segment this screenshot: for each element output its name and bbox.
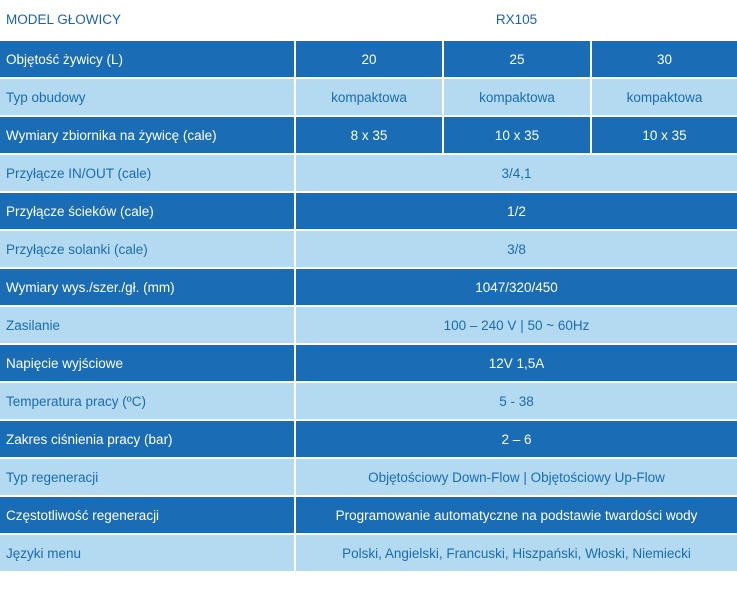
row-value: 2 – 6 bbox=[295, 420, 737, 459]
row-label: Częstotliwość regeneracji bbox=[0, 496, 296, 535]
header-model: RX105 bbox=[295, 0, 737, 41]
table-row: Typ obudowy kompaktowa kompaktowa kompak… bbox=[0, 78, 737, 117]
table-header-row: MODEL GŁOWICY RX105 bbox=[0, 0, 737, 41]
row-value: 3/4,1 bbox=[295, 154, 737, 193]
table-row: Wymiary zbiornika na żywicę (cale) 8 x 3… bbox=[0, 116, 737, 155]
row-value: Polski, Angielski, Francuski, Hiszpański… bbox=[295, 534, 737, 573]
row-value: 1/2 bbox=[295, 192, 737, 231]
row-label: Przyłącze IN/OUT (cale) bbox=[0, 154, 296, 193]
table-row: Napięcie wyjściowe 12V 1,5A bbox=[0, 344, 737, 383]
row-value: 1047/320/450 bbox=[295, 268, 737, 307]
spec-table: MODEL GŁOWICY RX105 Objętość żywicy (L) … bbox=[0, 0, 737, 573]
table-row: Temperatura pracy (ºC) 5 - 38 bbox=[0, 382, 737, 421]
row-value: 100 – 240 V | 50 ~ 60Hz bbox=[295, 306, 737, 345]
row-label: Zakres ciśnienia pracy (bar) bbox=[0, 420, 296, 459]
row-value: kompaktowa bbox=[591, 78, 737, 117]
row-value: Programowanie automatyczne na podstawie … bbox=[295, 496, 737, 535]
table-row: Typ regeneracji Objętościowy Down-Flow |… bbox=[0, 458, 737, 497]
row-value: 10 x 35 bbox=[443, 116, 592, 155]
table-row: Wymiary wys./szer./gł. (mm) 1047/320/450 bbox=[0, 268, 737, 307]
row-value: Objętościowy Down-Flow | Objętościowy Up… bbox=[295, 458, 737, 497]
row-value: 3/8 bbox=[295, 230, 737, 269]
row-value: kompaktowa bbox=[295, 78, 444, 117]
row-label: Wymiary zbiornika na żywicę (cale) bbox=[0, 116, 296, 155]
table-row: Zasilanie 100 – 240 V | 50 ~ 60Hz bbox=[0, 306, 737, 345]
table-row: Zakres ciśnienia pracy (bar) 2 – 6 bbox=[0, 420, 737, 459]
table-row: Objętość żywicy (L) 20 25 30 bbox=[0, 40, 737, 79]
row-label: Objętość żywicy (L) bbox=[0, 40, 296, 79]
row-label: Wymiary wys./szer./gł. (mm) bbox=[0, 268, 296, 307]
row-label: Przyłącze ścieków (cale) bbox=[0, 192, 296, 231]
row-value: 12V 1,5A bbox=[295, 344, 737, 383]
row-value: 20 bbox=[295, 40, 444, 79]
row-value: 5 - 38 bbox=[295, 382, 737, 421]
table-row: Przyłącze solanki (cale) 3/8 bbox=[0, 230, 737, 269]
row-label: Zasilanie bbox=[0, 306, 296, 345]
table-row: Języki menu Polski, Angielski, Francuski… bbox=[0, 534, 737, 573]
row-label: Temperatura pracy (ºC) bbox=[0, 382, 296, 421]
row-label: Typ obudowy bbox=[0, 78, 296, 117]
table-row: Przyłącze IN/OUT (cale) 3/4,1 bbox=[0, 154, 737, 193]
row-value: 10 x 35 bbox=[591, 116, 737, 155]
row-label: Napięcie wyjściowe bbox=[0, 344, 296, 383]
table-row: Częstotliwość regeneracji Programowanie … bbox=[0, 496, 737, 535]
row-value: 8 x 35 bbox=[295, 116, 444, 155]
row-value: 25 bbox=[443, 40, 592, 79]
row-value: kompaktowa bbox=[443, 78, 592, 117]
row-label: Przyłącze solanki (cale) bbox=[0, 230, 296, 269]
row-label: Języki menu bbox=[0, 534, 296, 573]
header-label: MODEL GŁOWICY bbox=[0, 0, 296, 41]
row-value: 30 bbox=[591, 40, 737, 79]
table-row: Przyłącze ścieków (cale) 1/2 bbox=[0, 192, 737, 231]
row-label: Typ regeneracji bbox=[0, 458, 296, 497]
